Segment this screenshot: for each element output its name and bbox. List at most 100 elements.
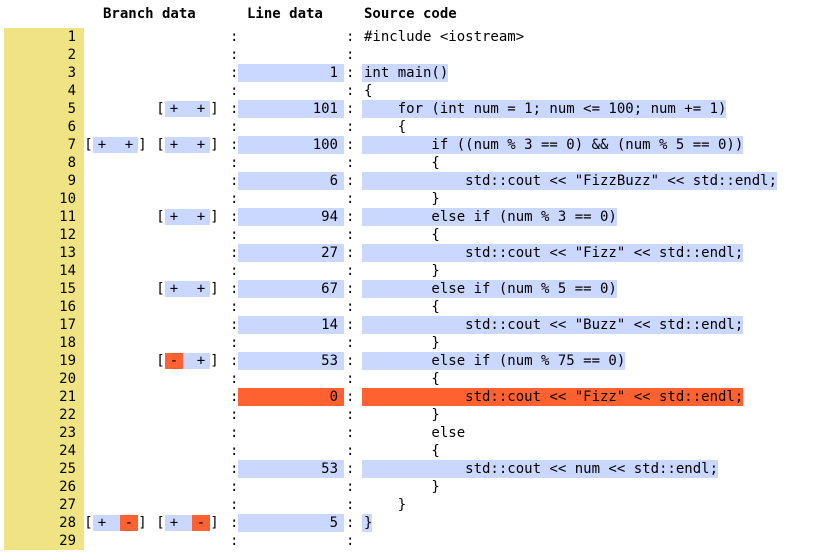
source-line: {: [364, 443, 440, 459]
separator: :: [230, 209, 239, 225]
separator: :: [346, 443, 355, 459]
source-line: for (int num = 1; num <= 100; num += 1): [362, 100, 727, 118]
bracket: ]: [210, 281, 219, 297]
branch-taken: +: [93, 137, 111, 153]
separator: :: [230, 191, 239, 207]
separator: :: [230, 263, 239, 279]
line-number: 10: [4, 190, 84, 208]
source-line: std::cout << "Fizz" << std::endl;: [362, 244, 744, 262]
separator: :: [230, 533, 239, 549]
line-hit-count: 67: [238, 280, 344, 298]
source-line: {: [364, 299, 440, 315]
line-number: 9: [4, 172, 84, 190]
separator: :: [230, 479, 239, 495]
branch-taken: +: [165, 515, 183, 531]
line-hit-count: [238, 406, 344, 424]
separator: :: [230, 29, 239, 45]
line-hit-count: 0: [238, 388, 344, 406]
line-number: 11: [4, 208, 84, 226]
source-line: }: [364, 191, 440, 207]
table-row: 23:: else: [0, 424, 814, 442]
separator: :: [230, 515, 239, 531]
separator: :: [230, 461, 239, 477]
source-line: }: [364, 479, 440, 495]
line-hit-count: [238, 424, 344, 442]
line-hit-count: [238, 82, 344, 100]
line-hit-count: 100: [238, 136, 344, 154]
source-line: {: [364, 83, 373, 99]
separator: :: [346, 245, 355, 261]
branch-not-taken: -: [192, 515, 210, 531]
separator: :: [230, 389, 239, 405]
separator: :: [346, 101, 355, 117]
right-branch-group: [+ +]: [156, 208, 219, 226]
line-hit-count: [238, 496, 344, 514]
table-row: 5[+ +]:101: for (int num = 1; num <= 100;…: [0, 100, 814, 118]
separator: :: [346, 65, 355, 81]
separator: :: [230, 227, 239, 243]
separator: :: [346, 83, 355, 99]
branch-taken: +: [165, 101, 183, 117]
line-hit-count: [238, 226, 344, 244]
bracket: ]: [210, 353, 219, 369]
line-number: 14: [4, 262, 84, 280]
left-branch-group: [+ +]: [84, 136, 147, 154]
source-line: {: [364, 227, 440, 243]
separator: :: [230, 47, 239, 63]
separator: :: [346, 389, 355, 405]
separator: :: [230, 299, 239, 315]
source-line: if ((num % 3 == 0) && (num % 5 == 0)): [362, 136, 744, 154]
separator: :: [230, 281, 239, 297]
source-line: }: [364, 263, 440, 279]
separator: :: [230, 497, 239, 513]
bracket: [: [156, 101, 165, 117]
separator: :: [346, 191, 355, 207]
table-row: 16:: {: [0, 298, 814, 316]
line-hit-count: 5: [238, 514, 344, 532]
separator: :: [346, 227, 355, 243]
source-line: {: [364, 155, 440, 171]
separator: :: [346, 29, 355, 45]
source-line: }: [362, 514, 373, 532]
separator: :: [230, 155, 239, 171]
table-row: 13:27: std::cout << "Fizz" << std::endl;: [0, 244, 814, 262]
table-row: 20:: {: [0, 370, 814, 388]
line-number: 3: [4, 64, 84, 82]
table-row: 2::: [0, 46, 814, 64]
line-number: 29: [4, 532, 84, 550]
branch-data-header: Branch data: [103, 6, 196, 22]
bracket: ]: [138, 515, 147, 531]
table-row: 15[+ +]:67: else if (num % 5 == 0): [0, 280, 814, 298]
separator: :: [230, 425, 239, 441]
branch-taken: +: [192, 353, 210, 369]
line-number: 4: [4, 82, 84, 100]
table-row: 14:: }: [0, 262, 814, 280]
line-number: 8: [4, 154, 84, 172]
line-hit-count: [238, 334, 344, 352]
bracket: [: [84, 137, 93, 153]
line-number: 2: [4, 46, 84, 64]
source-line: int main(): [362, 64, 449, 82]
line-hit-count: 53: [238, 460, 344, 478]
table-row: 17:14: std::cout << "Buzz" << std::endl;: [0, 316, 814, 334]
line-number: 22: [4, 406, 84, 424]
separator: :: [230, 407, 239, 423]
separator: :: [346, 155, 355, 171]
table-row: 24:: {: [0, 442, 814, 460]
branch-taken: +: [192, 281, 210, 297]
line-number: 6: [4, 118, 84, 136]
line-number: 15: [4, 280, 84, 298]
source-code-header: Source code: [364, 6, 457, 22]
right-branch-group: [+ +]: [156, 280, 219, 298]
line-hit-count: [238, 28, 344, 46]
separator: :: [346, 479, 355, 495]
line-number: 16: [4, 298, 84, 316]
source-line: {: [364, 119, 407, 135]
source-line: }: [364, 497, 407, 513]
line-hit-count: 6: [238, 172, 344, 190]
separator: :: [346, 353, 355, 369]
line-hit-count: [238, 190, 344, 208]
line-number: 17: [4, 316, 84, 334]
line-hit-count: 94: [238, 208, 344, 226]
branch-taken: +: [192, 209, 210, 225]
